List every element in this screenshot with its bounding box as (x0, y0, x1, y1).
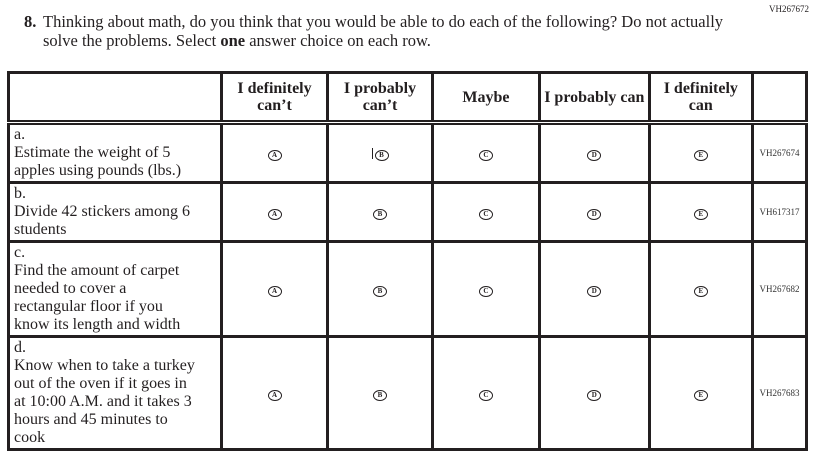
header-blank (7, 71, 223, 125)
answer-bubble-b[interactable]: B (373, 286, 388, 297)
option-cell[interactable]: D (538, 335, 651, 451)
answer-grid: I definitely can’t I probably can’t Mayb… (7, 71, 808, 451)
table-row: a.Estimate the weight of 5 apples using … (7, 121, 808, 184)
option-cell[interactable]: E (647, 240, 755, 338)
answer-bubble-e[interactable]: E (693, 286, 708, 297)
row-label: a.Estimate the weight of 5 apples using … (7, 121, 223, 184)
question-emphasis: one (220, 31, 246, 50)
option-cell[interactable]: E (647, 335, 755, 451)
answer-bubble-c[interactable]: C (478, 209, 493, 220)
option-cell[interactable]: D (538, 240, 651, 338)
question-prompt: 8. Thinking about math, do you think tha… (24, 12, 744, 50)
row-letter: b. (14, 185, 26, 202)
column-header: I probably can (538, 71, 651, 125)
answer-bubble-d[interactable]: D (587, 150, 602, 161)
answer-bubble-e[interactable]: E (693, 150, 708, 161)
answer-bubble-d[interactable]: D (587, 286, 602, 297)
table-row: d.Know when to take a turkey out of the … (7, 335, 808, 451)
option-cell[interactable]: C (430, 121, 542, 184)
answer-bubble-d[interactable]: D (587, 390, 602, 401)
column-header: I definitely can’t (219, 71, 330, 125)
page-code: VH267672 (769, 4, 809, 14)
row-letter: d. (14, 339, 26, 356)
option-cell[interactable]: C (430, 335, 542, 451)
row-letter: c. (14, 244, 26, 261)
row-letter: a. (14, 126, 26, 143)
question-text-part: Thinking about math, do you think that y… (43, 12, 724, 50)
column-header: I definitely can (647, 71, 755, 125)
option-cell[interactable]: A (219, 335, 330, 451)
header-row: I definitely can’t I probably can’t Mayb… (7, 71, 808, 125)
option-cell[interactable]: C (430, 240, 542, 338)
question-text: Thinking about math, do you think that y… (24, 12, 744, 50)
row-label: c.Find the amount of carpet needed to co… (7, 240, 223, 338)
option-cell[interactable]: D (538, 121, 651, 184)
answer-bubble-a[interactable]: A (267, 150, 282, 161)
question-text-part: answer choice on each row. (245, 31, 431, 50)
answer-bubble-d[interactable]: D (587, 209, 602, 220)
option-cell[interactable]: E (647, 181, 755, 243)
answer-bubble-a[interactable]: A (267, 390, 282, 401)
answer-bubble-c[interactable]: C (478, 150, 493, 161)
option-cell[interactable]: C (430, 181, 542, 243)
answer-bubble-c[interactable]: C (478, 390, 493, 401)
row-label: b.Divide 42 stickers among 6 students (7, 181, 223, 243)
option-cell[interactable]: B (326, 240, 434, 338)
item-id: VH267674 (751, 121, 808, 184)
column-header: I probably can’t (326, 71, 434, 125)
header-blank (751, 71, 808, 125)
row-label: d.Know when to take a turkey out of the … (7, 335, 223, 451)
row-text: Find the amount of carpet needed to cove… (14, 262, 181, 333)
option-cell[interactable]: A (219, 181, 330, 243)
option-cell[interactable]: E (647, 121, 755, 184)
table-row: c.Find the amount of carpet needed to co… (7, 240, 808, 338)
answer-bubble-b[interactable]: B (373, 209, 388, 220)
answer-bubble-a[interactable]: A (267, 209, 282, 220)
answer-bubble-b[interactable]: B (373, 390, 388, 401)
row-text: Divide 42 stickers among 6 students (14, 203, 190, 238)
option-cell[interactable]: B (326, 121, 434, 184)
item-id: VH617317 (751, 181, 808, 243)
option-cell[interactable]: B (326, 335, 434, 451)
answer-bubble-e[interactable]: E (693, 390, 708, 401)
row-text: Estimate the weight of 5 apples using po… (14, 144, 182, 179)
answer-bubble-c[interactable]: C (478, 286, 493, 297)
item-id: VH267683 (751, 335, 808, 451)
option-cell[interactable]: D (538, 181, 651, 243)
option-cell[interactable]: A (219, 121, 330, 184)
answer-bubble-a[interactable]: A (267, 286, 282, 297)
answer-bubble-b[interactable]: B (374, 150, 389, 161)
table-row: b.Divide 42 stickers among 6 students A B C… (7, 181, 808, 243)
row-text: Know when to take a turkey out of the ov… (14, 357, 195, 446)
option-cell[interactable]: A (219, 240, 330, 338)
text-cursor (371, 147, 373, 159)
option-cell[interactable]: B (326, 181, 434, 243)
question-number: 8. (24, 12, 37, 31)
item-id: VH267682 (751, 240, 808, 338)
column-header: Maybe (430, 71, 542, 125)
answer-bubble-e[interactable]: E (693, 209, 708, 220)
